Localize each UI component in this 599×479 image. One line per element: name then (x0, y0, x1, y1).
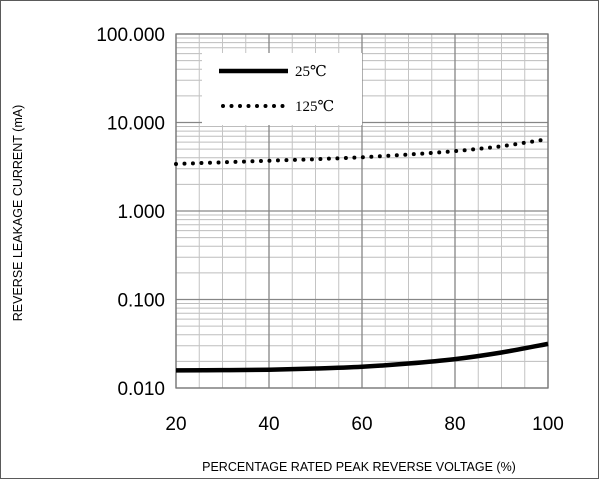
y-axis-title: REVERSE LEAKAGE CURRENT (mA) (11, 105, 25, 321)
series-layer (174, 137, 550, 373)
y-tick-label: 100.000 (96, 25, 165, 46)
x-tick-label: 60 (351, 414, 372, 435)
x-tick-label: 20 (165, 414, 186, 435)
grid (175, 33, 549, 389)
y-tick-label: 1.000 (117, 202, 165, 223)
plot-border (175, 33, 549, 389)
y-tick-label: 0.100 (117, 291, 165, 312)
legend-box (202, 53, 362, 125)
legend-label: 25℃ (295, 64, 327, 80)
y-tick-label: 10.000 (107, 114, 165, 135)
x-tick-label: 40 (258, 414, 279, 435)
y-tick-label: 0.010 (117, 379, 165, 400)
series-line-25c (175, 341, 549, 373)
legend-label: 125℃ (295, 99, 334, 115)
x-axis-title: PERCENTAGE RATED PEAK REVERSE VOLTAGE (%… (202, 460, 516, 474)
x-tick-label: 100 (532, 414, 564, 435)
x-tick-label: 80 (444, 414, 465, 435)
series-line-125c (174, 137, 550, 166)
legend: 25℃ 125℃ (202, 53, 362, 125)
tick-labels: 0.010 0.100 1.000 10.000 100.000 20 40 60 80 100 (96, 25, 564, 435)
